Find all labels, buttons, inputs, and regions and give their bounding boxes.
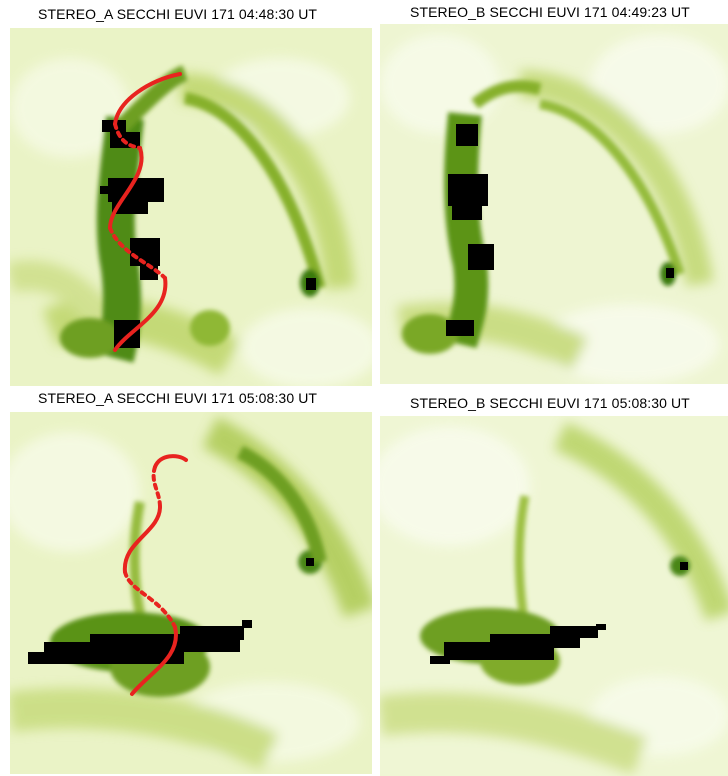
euvi-image-stereo-b-0449 — [380, 24, 728, 384]
panel-title-stereo-b-0449: STEREO_B SECCHI EUVI 171 04:49:23 UT — [410, 4, 690, 20]
panel-title-stereo-a-0508: STEREO_A SECCHI EUVI 171 05:08:30 UT — [38, 390, 318, 406]
euvi-image-stereo-b-0508 — [380, 416, 728, 776]
panel-title-stereo-a-0448: STEREO_A SECCHI EUVI 171 04:48:30 UT — [38, 6, 318, 22]
euvi-image-stereo-a-0448 — [10, 28, 372, 386]
euvi-image-stereo-a-0508 — [10, 412, 372, 774]
panel-title-stereo-b-0508: STEREO_B SECCHI EUVI 171 05:08:30 UT — [410, 395, 690, 411]
